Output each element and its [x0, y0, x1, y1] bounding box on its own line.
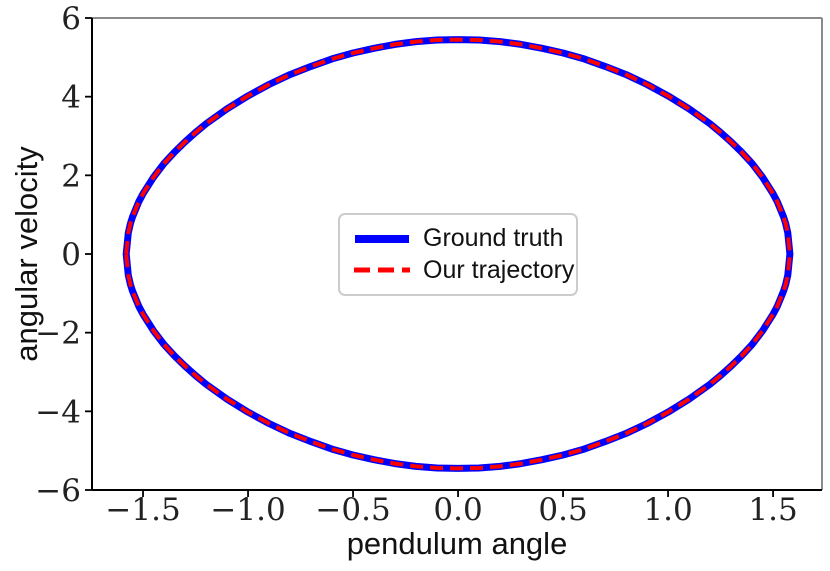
x-tick-label: −0.5: [315, 492, 390, 528]
y-axis-label: angular velocity: [9, 146, 44, 362]
y-tick-label: −2: [35, 316, 81, 352]
legend: Ground truth Our trajectory: [338, 213, 578, 296]
ground-truth-line-sample: [355, 234, 409, 243]
our-trajectory-line-sample: [354, 267, 410, 273]
y-tick-label: 4: [61, 80, 81, 116]
x-tick-label: 1.5: [748, 492, 797, 528]
y-tick-label: −4: [35, 394, 81, 430]
y-tick-label: 2: [61, 158, 81, 194]
x-tick-label: 0.5: [538, 492, 587, 528]
legend-label-our-trajectory: Our trajectory: [423, 255, 575, 284]
x-tick-label: 0.0: [433, 492, 482, 528]
legend-label-ground-truth: Ground truth: [423, 224, 564, 253]
y-tick-label: 0: [61, 237, 81, 273]
our-trajectory-curve: [124, 37, 792, 471]
legend-entry-ground-truth: Ground truth: [354, 223, 564, 255]
y-tick-label: 6: [61, 1, 81, 37]
x-tick-label: −1.0: [210, 492, 285, 528]
x-tick-label: −1.5: [105, 492, 180, 528]
legend-entry-our-trajectory: Our trajectory: [354, 255, 574, 287]
x-axis-label: pendulum angle: [346, 526, 568, 561]
y-tick-label: −6: [35, 473, 81, 509]
x-tick-label: 1.0: [643, 492, 692, 528]
